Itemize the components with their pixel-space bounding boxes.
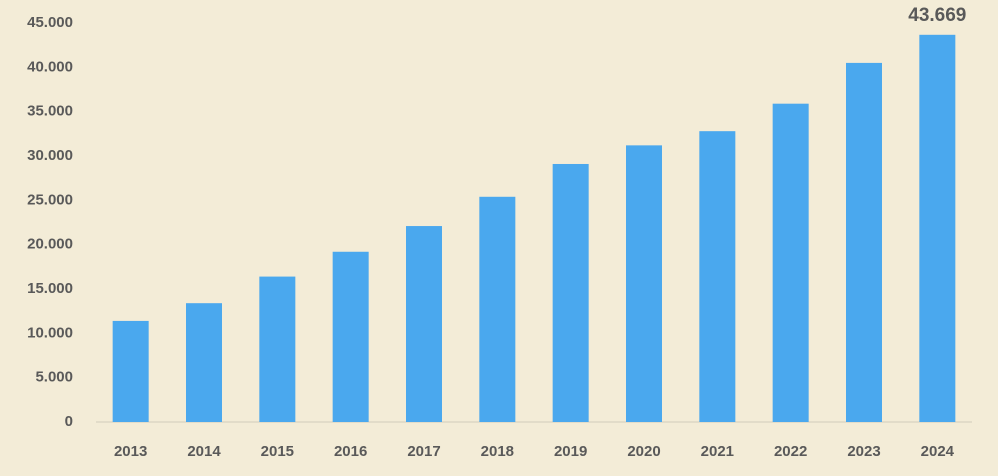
value-label: 43.669 (908, 5, 966, 26)
x-tick-label: 2014 (187, 443, 221, 460)
x-tick-label: 2022 (774, 443, 807, 460)
x-tick-label: 2017 (407, 443, 440, 460)
bar (552, 163, 589, 423)
x-tick-label: 2015 (261, 443, 294, 460)
bar (186, 303, 222, 422)
y-tick-label: 15.000 (27, 280, 73, 297)
y-tick-label: 40.000 (27, 58, 73, 75)
y-tick-label: 10.000 (27, 324, 73, 341)
bar (626, 145, 662, 423)
x-tick-label: 2024 (921, 443, 955, 460)
bar (772, 103, 809, 422)
x-tick-label: 2016 (334, 443, 367, 460)
bar (919, 34, 956, 422)
bar (259, 276, 296, 422)
x-tick-label: 2023 (847, 443, 880, 460)
x-tick-label: 2021 (701, 443, 734, 460)
bar (112, 320, 149, 422)
bar (332, 251, 369, 422)
x-tick-label: 2018 (481, 443, 514, 460)
x-tick-label: 2019 (554, 443, 587, 460)
bar (846, 62, 882, 423)
y-tick-label: 30.000 (27, 147, 73, 164)
y-tick-label: 35.000 (27, 103, 73, 120)
y-tick-label: 5.000 (35, 369, 73, 386)
y-tick-label: 20.000 (27, 236, 73, 253)
y-tick-label: 25.000 (27, 191, 73, 208)
bar (479, 196, 516, 422)
bar (406, 226, 442, 422)
x-tick-label: 2013 (114, 443, 147, 460)
y-tick-label: 45.000 (27, 14, 73, 31)
x-tick-label: 2020 (627, 443, 660, 460)
y-tick-label: 0 (65, 413, 73, 430)
bar (699, 131, 736, 422)
